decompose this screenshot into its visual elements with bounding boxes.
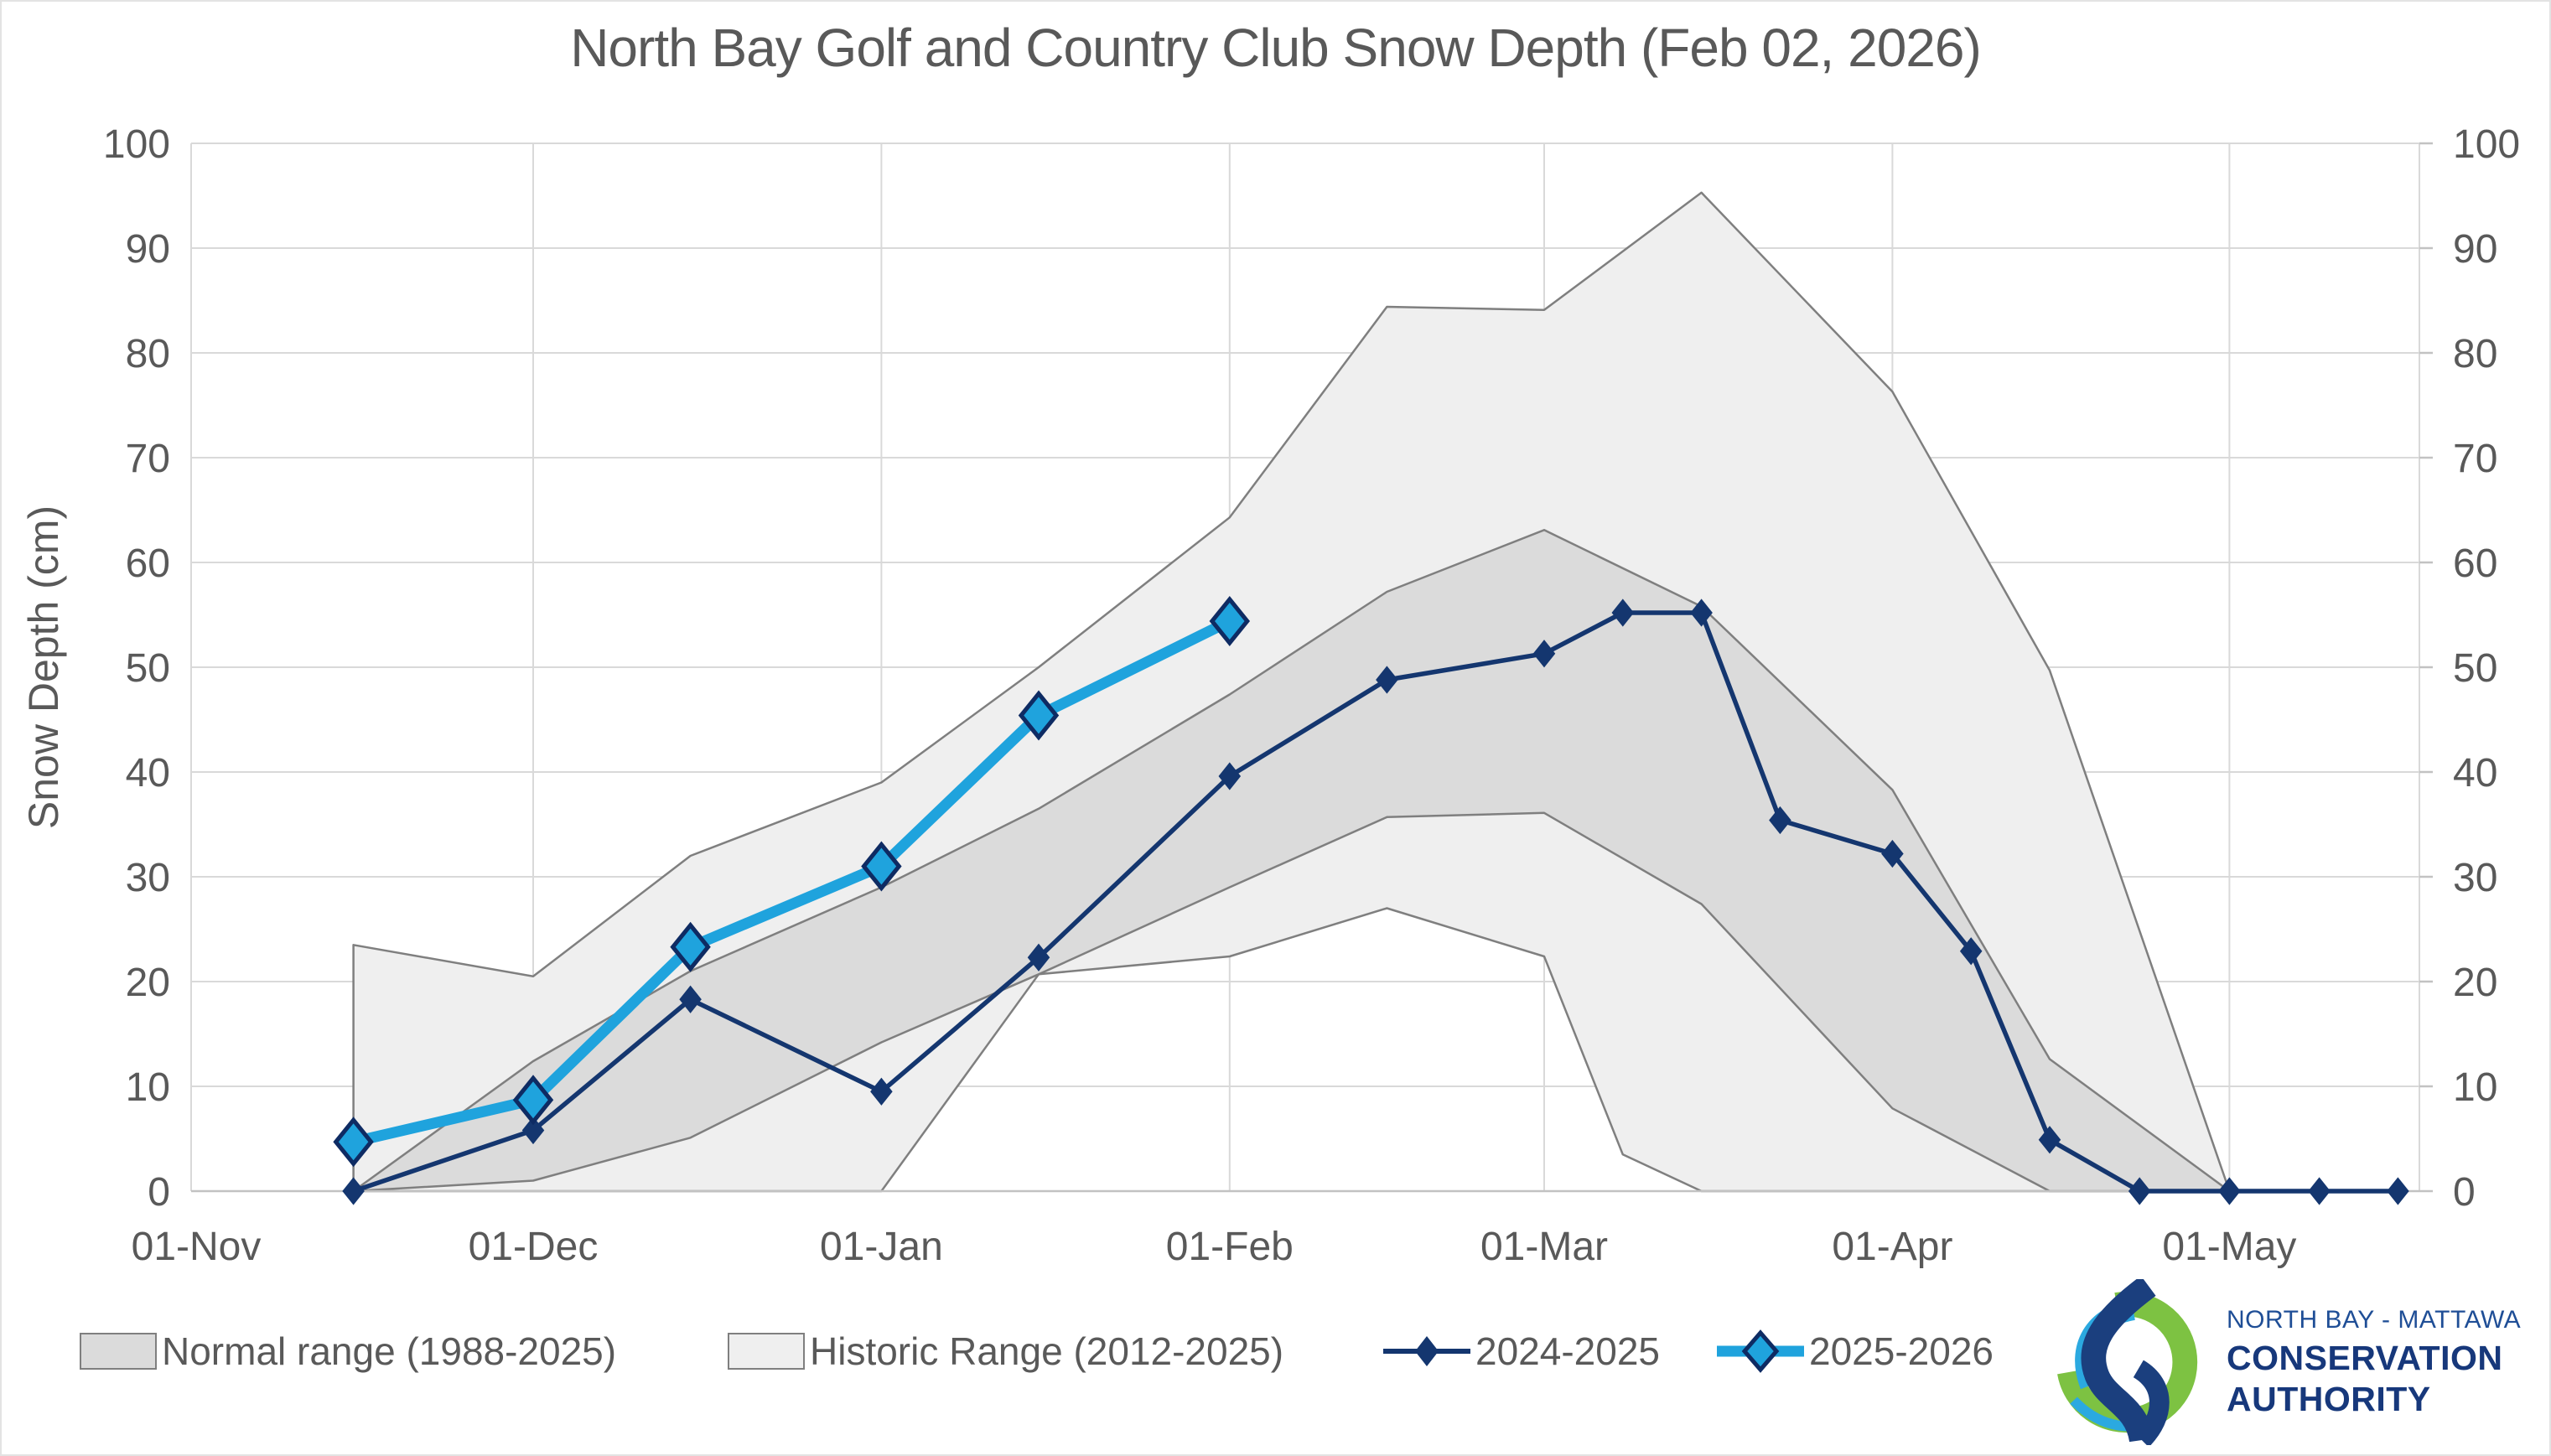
legend-marker-2024-2025-icon	[1383, 1336, 1470, 1366]
logo-org-name-2: AUTHORITY	[2227, 1380, 2431, 1418]
marker-2025-2026	[670, 921, 711, 972]
marker-2024-2025	[870, 1077, 893, 1106]
y-tick-right: 90	[2453, 227, 2497, 272]
y-tick-labels-left: 0 10 20 30 40 50 60 70 80 90 100	[103, 122, 170, 1215]
y-tick-right: 60	[2453, 541, 2497, 586]
marker-2025-2026	[1018, 690, 1060, 741]
logo-swirl-icon	[2056, 1279, 2198, 1445]
y-tick-left: 20	[126, 961, 170, 1005]
legend-label-2025-2026: 2025-2026	[1809, 1329, 1994, 1373]
marker-2024-2025	[679, 985, 702, 1013]
legend: Normal range (1988-2025) Historic Range …	[0, 1326, 2551, 1376]
marker-2025-2026	[512, 1075, 554, 1126]
y-tick-right: 20	[2453, 961, 2497, 1005]
y-tick-labels-right: 0 10 20 30 40 50 60 70 80 90 100	[2453, 122, 2520, 1215]
x-tick: 01-Jan	[820, 1225, 943, 1269]
logo-org-region: NORTH BAY - MATTAWA	[2227, 1306, 2522, 1334]
y-tick-right: 30	[2453, 856, 2497, 900]
legend-marker-2025-2026-icon	[1717, 1329, 1804, 1373]
marker-2024-2025	[1532, 640, 1556, 668]
x-tick: 01-Mar	[1480, 1225, 1608, 1269]
legend-label-normal-range: Normal range (1988-2025)	[162, 1329, 617, 1373]
y-tick-right: 40	[2453, 751, 2497, 795]
marker-2024-2025	[1690, 598, 1713, 627]
y-tick-right: 50	[2453, 646, 2497, 691]
legend-label-2024-2025: 2024-2025	[1475, 1329, 1660, 1373]
y-axis-title: Snow Depth (cm)	[20, 505, 67, 830]
marker-2024-2025	[521, 1116, 545, 1145]
range-bands	[352, 191, 2231, 1193]
marker-2024-2025	[1027, 943, 1050, 972]
y-tick-right: 80	[2453, 332, 2497, 376]
series-line-2025-2026	[352, 616, 1232, 1148]
marker-2024-2025	[1881, 839, 1904, 868]
x-tick: 01-Dec	[469, 1225, 599, 1269]
legend-swatch-normal-range	[80, 1333, 157, 1370]
legend-label-historic-range: Historic Range (2012-2025)	[810, 1329, 1284, 1373]
y-tick-left: 70	[126, 437, 170, 481]
marker-2025-2026	[1209, 596, 1251, 646]
y-tick-left: 40	[126, 751, 170, 795]
conservation-authority-logo: NORTH BAY - MATTAWA CONSERVATION AUTHORI…	[2044, 1276, 2521, 1448]
y-tick-left: 90	[126, 227, 170, 272]
x-tick: 01-Feb	[1166, 1225, 1294, 1269]
logo-org-name-1: CONSERVATION	[2227, 1339, 2503, 1377]
chart-title: North Bay Golf and Country Club Snow Dep…	[570, 18, 1982, 78]
marker-2025-2026	[861, 841, 902, 892]
marker-2024-2025	[2218, 1177, 2241, 1205]
y-tick-left: 100	[103, 122, 170, 167]
y-tick-right: 10	[2453, 1065, 2497, 1110]
y-tick-left: 10	[126, 1065, 170, 1110]
marker-2024-2025	[1376, 666, 1398, 694]
series-2025-2026	[333, 596, 1251, 1168]
series-2024-2025	[342, 598, 2409, 1205]
marker-2025-2026	[333, 1117, 374, 1168]
y-tick-right: 0	[2453, 1170, 2476, 1215]
logo-text: NORTH BAY - MATTAWA CONSERVATION AUTHORI…	[2227, 1306, 2521, 1419]
x-tick: 01-Nov	[132, 1225, 262, 1269]
y-tick-left: 80	[126, 332, 170, 376]
legend-item-normal-range: Normal range (1988-2025)	[80, 1326, 616, 1376]
legend-item-2025-2026: 2025-2026	[1717, 1326, 1994, 1376]
series-line-2024-2025	[352, 610, 2398, 1194]
marker-2024-2025	[2308, 1177, 2331, 1205]
legend-item-historic-range: Historic Range (2012-2025)	[728, 1326, 1283, 1376]
marker-2024-2025	[2128, 1177, 2151, 1205]
legend-swatch-historic-range	[728, 1333, 805, 1370]
x-tick-labels: 01-Nov 01-Dec 01-Jan 01-Feb 01-Mar 01-Apr 01-M…	[132, 1225, 2297, 1269]
marker-2024-2025	[2038, 1126, 2061, 1154]
marker-2024-2025	[342, 1177, 365, 1205]
y-tick-right: 100	[2453, 122, 2520, 167]
y-tick-left: 0	[148, 1170, 170, 1215]
y-tick-left: 60	[126, 541, 170, 586]
marker-2024-2025	[1959, 937, 1983, 966]
marker-2024-2025	[1611, 598, 1635, 627]
x-tick: 01-Apr	[1832, 1225, 1952, 1269]
legend-item-2024-2025: 2024-2025	[1383, 1326, 1660, 1376]
marker-2024-2025	[1769, 806, 1791, 835]
marker-2024-2025	[1218, 762, 1242, 790]
x-tick: 01-May	[2162, 1225, 2296, 1269]
marker-2024-2025	[2387, 1177, 2409, 1205]
y-tick-left: 50	[126, 646, 170, 691]
right-axis-ticks	[2419, 142, 2433, 1193]
y-tick-right: 70	[2453, 437, 2497, 481]
y-tick-left: 30	[126, 856, 170, 900]
